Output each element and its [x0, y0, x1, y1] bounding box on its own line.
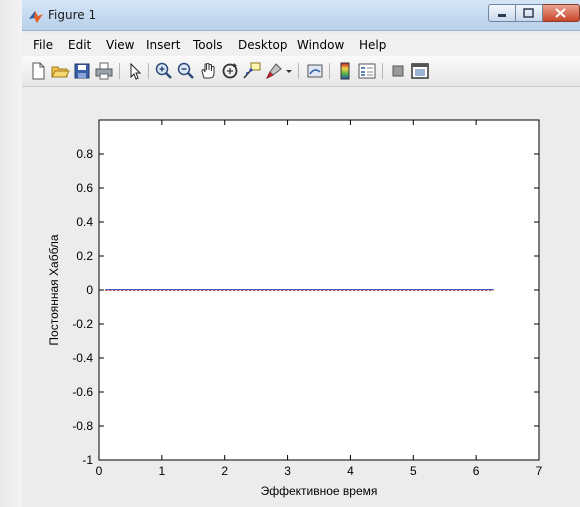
- y-tick-label: 0.8: [76, 147, 93, 161]
- toolbar-separator: [382, 63, 383, 79]
- edit-plot-icon[interactable]: [125, 61, 145, 81]
- pan-icon[interactable]: [198, 61, 218, 81]
- toolbar: [22, 56, 580, 87]
- window-title: Figure 1: [48, 8, 97, 22]
- maximize-button[interactable]: [516, 4, 543, 22]
- rotate-3d-icon[interactable]: [220, 61, 240, 81]
- menu-edit[interactable]: Edit: [68, 38, 92, 52]
- x-tick-label: 7: [536, 464, 543, 478]
- matlab-logo-icon: [29, 11, 43, 23]
- toolbar-separator: [148, 63, 149, 79]
- minimize-icon: [498, 14, 506, 17]
- x-tick-label: 2: [221, 464, 228, 478]
- print-icon[interactable]: [94, 61, 114, 81]
- menu-bar: File Edit View Insert Tools Desktop Wind…: [22, 34, 580, 56]
- menu-insert[interactable]: Insert: [146, 38, 181, 52]
- figure-canvas: 0 1 2 3 4 5 6 7 -1 -0.8 -0.6 -0.4 -0.2 0 0.2 0.4 0.6 0.8…: [22, 87, 580, 507]
- menu-desktop[interactable]: Desktop: [238, 38, 288, 52]
- menu-help[interactable]: Help: [359, 38, 387, 52]
- colorbar-icon[interactable]: [335, 61, 355, 81]
- brush-icon[interactable]: [264, 61, 284, 81]
- maximize-icon: [523, 8, 534, 18]
- x-tick-label: 1: [159, 464, 166, 478]
- zoom-in-icon[interactable]: [154, 61, 174, 81]
- y-tick-label: 0: [86, 283, 93, 297]
- y-axis: -1 -0.8 -0.6 -0.4 -0.2 0 0.2 0.4 0.6 0.8: [72, 147, 539, 467]
- x-axis: 0 1 2 3 4 5 6 7: [96, 120, 543, 478]
- y-tick-label: -1: [82, 453, 93, 467]
- x-axis-label: Эффективное время: [261, 484, 378, 498]
- close-button[interactable]: [543, 4, 580, 22]
- y-tick-label: -0.2: [72, 317, 93, 331]
- menu-view[interactable]: View: [106, 38, 135, 52]
- x-tick-label: 4: [347, 464, 354, 478]
- toolbar-separator: [119, 63, 120, 79]
- menu-window[interactable]: Window: [297, 38, 345, 52]
- show-plot-tools-icon[interactable]: [410, 61, 430, 81]
- new-figure-icon[interactable]: [28, 61, 48, 81]
- zoom-out-icon[interactable]: [176, 61, 196, 81]
- save-icon[interactable]: [72, 61, 92, 81]
- legend-icon[interactable]: [357, 61, 377, 81]
- x-tick-label: 0: [96, 464, 103, 478]
- x-tick-label: 6: [473, 464, 480, 478]
- y-tick-label: -0.8: [72, 419, 93, 433]
- menu-tools[interactable]: Tools: [193, 38, 223, 52]
- close-icon: [555, 8, 566, 18]
- plot-axes-area[interactable]: 0 1 2 3 4 5 6 7 -1 -0.8 -0.6 -0.4 -0.2 0 0.2 0.4 0.6 0.8…: [22, 87, 580, 507]
- x-tick-label: 5: [410, 464, 417, 478]
- toolbar-separator: [329, 63, 330, 79]
- hide-plot-tools-icon[interactable]: [388, 61, 408, 81]
- figure-window: Figure 1 File Edit View Insert Tools Des…: [22, 0, 580, 507]
- y-tick-label: -0.6: [72, 385, 93, 399]
- chevron-down-icon[interactable]: [284, 61, 294, 81]
- plot-lines: [105, 289, 494, 291]
- y-tick-label: -0.4: [72, 351, 93, 365]
- minimize-button[interactable]: [488, 4, 516, 22]
- y-tick-label: 0.6: [76, 181, 93, 195]
- background-strip: [0, 0, 22, 507]
- toolbar-separator: [298, 63, 299, 79]
- y-axis-label: Постоянная Хаббла: [47, 234, 61, 345]
- title-bar[interactable]: Figure 1: [22, 0, 580, 31]
- y-tick-label: 0.4: [76, 215, 93, 229]
- link-plot-icon[interactable]: [305, 61, 325, 81]
- y-tick-label: 0.2: [76, 249, 93, 263]
- menu-file[interactable]: File: [33, 38, 54, 52]
- x-tick-label: 3: [284, 464, 291, 478]
- open-file-icon[interactable]: [50, 61, 70, 81]
- data-cursor-icon[interactable]: [242, 61, 262, 81]
